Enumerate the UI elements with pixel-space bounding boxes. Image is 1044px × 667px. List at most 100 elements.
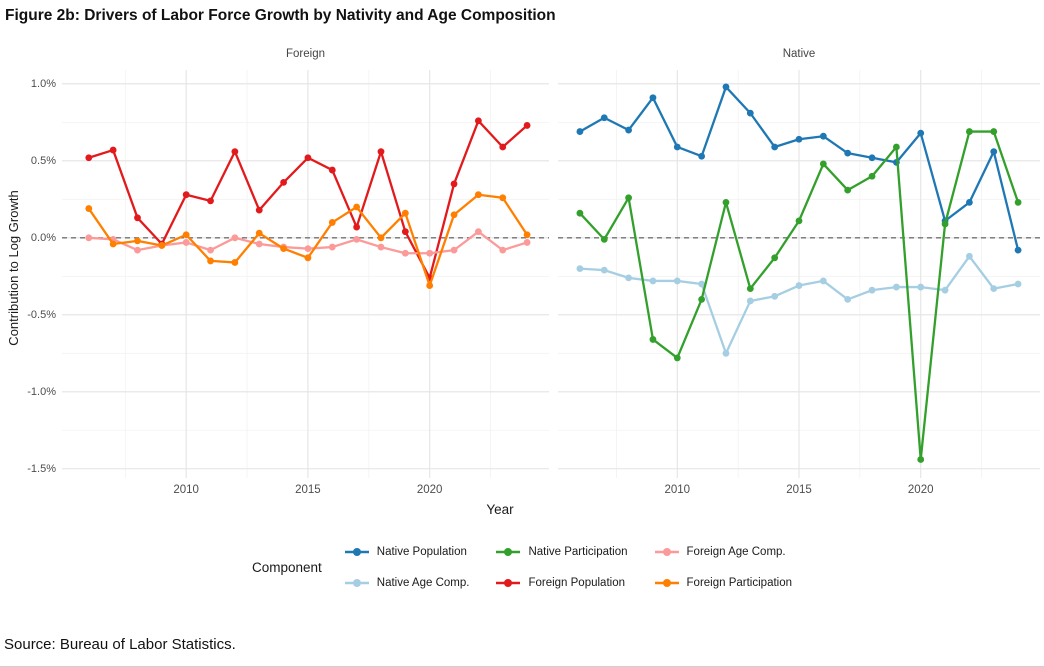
data-point [523,122,531,129]
data-point [990,285,998,293]
data-point [600,266,608,274]
y-tick-label: -1.0% [27,385,56,398]
data-point [474,117,482,125]
data-point [673,143,681,151]
legend-key-icon [344,548,369,556]
x-tick-label: 2010 [173,484,199,496]
legend-label: Foreign Population [528,577,625,589]
data-point [868,286,876,294]
data-point [255,206,263,214]
data-point [450,211,458,219]
data-point [746,285,754,293]
y-tick-label: -0.5% [27,308,56,321]
legend-item: Foreign Population [495,574,627,592]
data-point [353,203,361,211]
legend-key-icon [654,579,679,587]
legend-key-icon [344,579,369,587]
figure-title: Figure 2b: Drivers of Labor Force Growth… [5,7,556,24]
data-point [231,259,239,266]
data-point [426,282,434,289]
data-point [474,191,482,199]
data-point [722,199,730,206]
data-point [109,146,117,154]
data-point [1014,199,1022,206]
data-point [353,235,361,243]
data-point [966,252,973,260]
data-point [795,282,803,289]
x-tick-label: 2020 [417,484,443,496]
legend-item: Foreign Participation [654,574,792,592]
data-point [868,154,876,162]
data-point [625,274,632,282]
data-point [771,254,779,262]
data-point [280,178,287,186]
data-point [819,277,827,285]
data-point [600,235,608,243]
data-point [722,349,730,357]
data-point [917,129,925,137]
data-point [401,228,409,236]
data-point [698,280,706,288]
data-point [255,229,263,237]
data-point [844,296,852,303]
data-point [868,172,876,180]
legend-item: Native Population [344,543,470,561]
data-point [255,240,263,248]
data-point [941,220,949,228]
y-axis-title: Contribution to Log Growth [6,190,21,346]
data-point [182,239,190,246]
data-point [231,148,239,155]
y-tick-label: 0.0% [30,231,56,244]
data-point [746,297,754,305]
data-point [474,228,482,236]
data-point [158,242,166,249]
legend-label: Native Age Comp. [376,577,470,589]
data-point [523,231,531,239]
data-point [207,257,214,265]
data-point [85,154,93,162]
x-tick-label: 2015 [786,484,812,496]
data-point [795,135,803,143]
data-point [207,197,214,205]
data-point [795,217,803,225]
legend-items: Native Population Native Participation For… [344,543,792,592]
data-point [844,186,852,194]
data-point [576,128,584,135]
data-point [304,245,312,252]
data-point [819,132,827,140]
x-tick-label: 2010 [664,484,690,496]
data-point [1014,280,1022,288]
facet-strip-foreign: Foreign [286,48,325,60]
legend-key-icon [496,579,521,587]
x-tick-label: 2015 [295,484,321,496]
data-point [182,231,190,239]
data-point [182,191,190,199]
data-point [722,83,730,91]
data-point [450,246,458,254]
legend-key-icon [496,548,521,556]
data-point [377,148,385,155]
y-tick-label: 0.5% [30,154,56,167]
data-point [499,246,507,254]
data-point [917,456,925,463]
data-point [746,109,754,117]
data-point [771,292,779,300]
legend-item: Native Age Comp. [344,574,470,592]
data-point [280,245,287,252]
data-point [966,128,973,135]
data-point [134,214,141,222]
data-point [917,283,925,291]
data-point [85,205,93,212]
data-point [304,254,312,262]
data-point [576,209,584,217]
data-point [625,194,632,202]
data-point [377,234,385,242]
legend: Component Native Population Native Partic… [0,543,1044,592]
data-point [207,246,214,254]
data-point [771,143,779,151]
data-point [673,277,681,285]
data-point [844,149,852,157]
data-point [673,354,681,362]
data-point [966,199,973,206]
